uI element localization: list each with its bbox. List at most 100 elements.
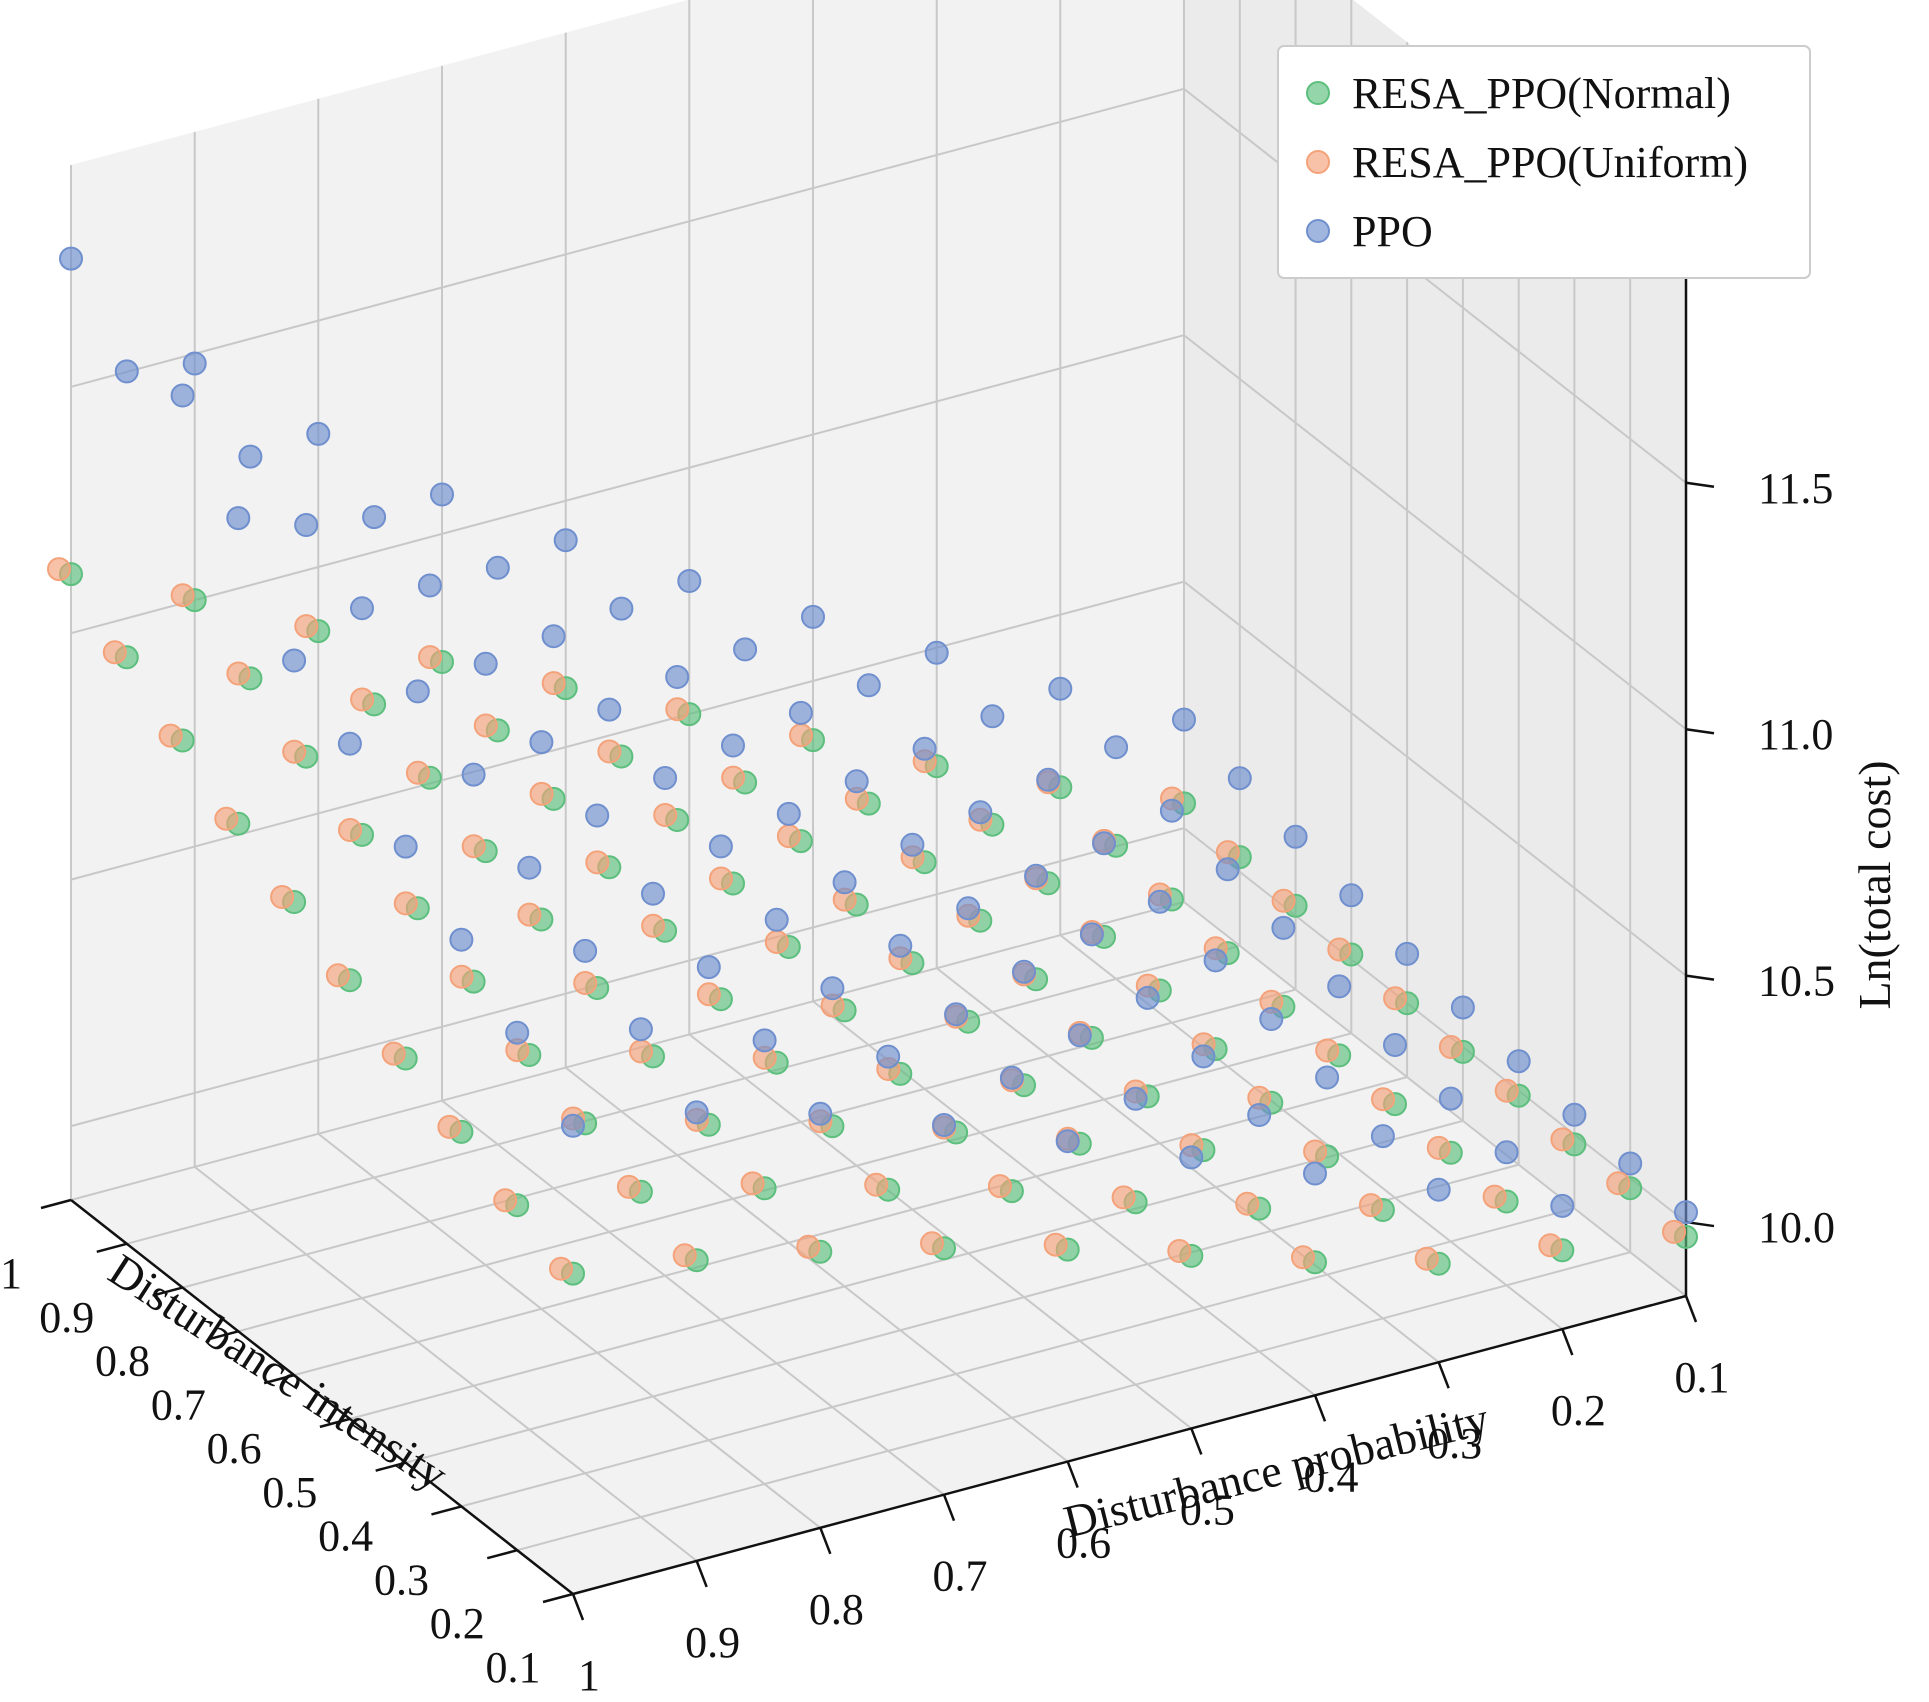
point-resa-uniform [1315, 1038, 1340, 1063]
point-ppo [1259, 1007, 1284, 1031]
cost-tick-label: 11.0 [1758, 710, 1833, 759]
point-ppo [1172, 707, 1196, 732]
intensity-tick [263, 1373, 295, 1385]
point-ppo [844, 769, 869, 794]
point-resa-uniform [1538, 1233, 1563, 1258]
intensity-tick-label: 0.3 [374, 1555, 429, 1604]
point-resa-uniform [1606, 1171, 1631, 1196]
point-resa-uniform [616, 1174, 641, 1199]
point-ppo [1104, 735, 1129, 760]
intensity-tick-label: 0.2 [430, 1599, 485, 1648]
legend: RESA_PPO(Normal) RESA_PPO(Uniform) PPO [1277, 45, 1811, 279]
point-resa-uniform [418, 645, 442, 670]
probability-tick [1190, 1427, 1203, 1455]
point-resa-uniform [325, 963, 350, 988]
point-resa-uniform [1358, 1193, 1383, 1218]
point-ppo [1426, 1177, 1451, 1202]
point-resa-uniform [1043, 1232, 1068, 1257]
point-resa-uniform [789, 723, 813, 748]
point-ppo [1147, 889, 1172, 914]
legend-label-resa-uniform: RESA_PPO(Uniform) [1352, 138, 1748, 187]
point-ppo [696, 955, 721, 980]
point-resa-uniform [573, 971, 598, 995]
point-ppo [417, 573, 442, 598]
point-ppo [449, 927, 474, 952]
point-ppo [1438, 1086, 1463, 1111]
point-ppo [1383, 1033, 1407, 1057]
point-ppo [733, 637, 758, 662]
gridline-probability [1183, 0, 1687, 1297]
point-ppo [238, 444, 263, 469]
point-resa-uniform [1414, 1246, 1439, 1271]
probability-tick-label: 0.7 [933, 1552, 988, 1601]
point-ppo [461, 762, 486, 787]
point-ppo [876, 1044, 901, 1069]
point-ppo [430, 482, 454, 507]
point-ppo [1370, 1124, 1395, 1149]
point-ppo [585, 803, 610, 828]
point-resa-uniform [549, 1256, 573, 1281]
intensity-tick-label: 0.4 [318, 1512, 373, 1561]
point-ppo [1283, 824, 1308, 849]
point-ppo [597, 697, 622, 722]
point-resa-uniform [864, 1172, 889, 1197]
point-ppo [1036, 767, 1061, 792]
point-ppo [1327, 974, 1352, 999]
cost-tick [1685, 481, 1715, 489]
point-ppo [1247, 1103, 1272, 1127]
point-resa-uniform [405, 760, 430, 785]
legend-label-ppo: PPO [1352, 207, 1433, 256]
intensity-tick [431, 1505, 462, 1516]
point-ppo [1092, 831, 1116, 856]
point-resa-uniform [597, 739, 622, 764]
intensity-axis-line [70, 1199, 574, 1595]
point-ppo [764, 907, 789, 932]
point-ppo [1159, 798, 1184, 823]
intensity-tick-label: 0.6 [207, 1424, 262, 1473]
point-ppo [517, 855, 542, 880]
point-ppo [808, 1101, 833, 1126]
point-resa-uniform [1111, 1185, 1136, 1210]
point-ppo [956, 896, 981, 921]
gridline-probability [193, 131, 698, 1562]
point-ppo [944, 1002, 969, 1027]
point-ppo [677, 569, 702, 593]
gridline-probability [688, 0, 1192, 1430]
cost-tick-label: 10.5 [1758, 957, 1835, 1006]
point-resa-uniform [381, 1041, 406, 1066]
point-resa-uniform [740, 1171, 765, 1196]
point-ppo [1562, 1102, 1587, 1127]
point-ppo [473, 651, 498, 676]
point-ppo [294, 513, 319, 537]
point-ppo [628, 1017, 653, 1042]
point-ppo [59, 246, 83, 271]
point-ppo [350, 596, 374, 621]
point-ppo [1339, 883, 1364, 908]
point-resa-uniform [170, 583, 195, 608]
probability-tick [1561, 1328, 1574, 1356]
point-resa-uniform [1371, 1087, 1395, 1112]
point-ppo [980, 704, 1005, 729]
intensity-tick-label: 0.8 [95, 1337, 150, 1386]
point-resa-uniform [1327, 937, 1352, 962]
point-resa-uniform [1167, 1239, 1192, 1263]
point-resa-uniform [1291, 1245, 1315, 1270]
probability-tick [695, 1560, 708, 1588]
point-ppo [553, 528, 578, 553]
point-ppo [337, 731, 362, 756]
point-ppo [1203, 948, 1228, 973]
legend-label-resa-normal: RESA_PPO(Normal) [1352, 69, 1731, 118]
point-ppo [665, 665, 690, 689]
point-resa-uniform [461, 834, 486, 859]
point-resa-uniform [641, 913, 666, 938]
gridline-probability [564, 32, 1069, 1463]
probability-tick-label: 0.9 [685, 1618, 740, 1667]
point-ppo [485, 555, 510, 580]
point-ppo [1067, 1023, 1092, 1048]
point-ppo [1395, 941, 1420, 966]
point-ppo [609, 596, 634, 621]
intensity-tick [319, 1417, 351, 1429]
point-resa-uniform [294, 614, 319, 639]
cost-tick [1685, 727, 1715, 735]
